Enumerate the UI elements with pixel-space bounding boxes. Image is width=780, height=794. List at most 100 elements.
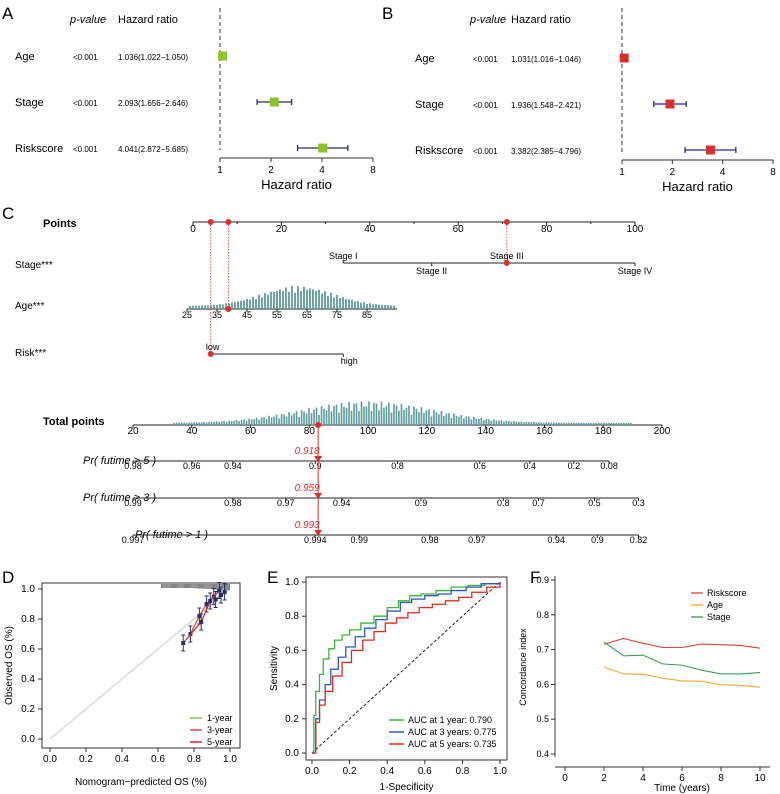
age-hist-bar [192,305,194,309]
survival-tick-label: 0.98 [421,535,439,545]
total-hist-bar [290,415,293,425]
total-hist-bar [500,420,503,425]
age-hist-bar [348,299,350,309]
calibration-point [219,593,223,597]
total-hist-bar [275,414,278,425]
total-hist-bar [343,406,345,425]
total-hist-bar [293,413,295,425]
panel-label-f: F [530,568,540,587]
cindex-line [603,637,761,649]
survival-tick-label: 0.97 [277,498,295,508]
age-hist-bar [372,304,374,309]
x-tick-label: 1 [619,167,625,178]
total-hist-bar [353,403,355,425]
total-hist-bar [260,417,263,425]
total-hist-bar [305,413,308,425]
total-hist-bar [333,406,335,425]
total-hist-bar [308,408,310,425]
x-tick-label: 0.8 [455,766,469,777]
x-tick-label: 2 [268,165,274,176]
total-hist-bar [198,422,200,425]
concordance-plot: 0 2 4 6 8 10 0.4 0.5 0.6 0.7 0.8 0.9 Time (years) Con… [518,575,770,794]
row-label: Stage*** [15,260,53,271]
calibration-point [208,599,213,603]
total-hist-bar [348,402,350,425]
total-hist-bar [605,422,608,425]
total-hist-bar [563,422,565,425]
survival-tick-label: 0.82 [630,535,648,545]
total-hist-bar [273,416,275,425]
total-hist-bar [175,422,178,425]
survival-value: 0.959 [295,483,320,494]
total-hist-bar [598,422,600,425]
age-hist-bar [288,291,290,309]
survival-tick-label: 0.5 [588,498,601,508]
calibration-point [181,641,186,645]
legend-label: Riskscore [707,588,747,598]
points-tick-label: 80 [541,224,553,235]
row-pvalue: <0.001 [473,55,498,64]
diagonal-line [311,581,501,754]
total-hist-bar [593,422,595,425]
total-hist-bar [283,414,285,425]
forest-plot-a: p-value Hazard ratio Age <0.001 1.036(1.022−… [15,8,376,192]
age-hist-bar [363,302,365,309]
age-hist-bar [276,291,278,309]
age-hist-bar [267,294,269,309]
age-tick-label: 55 [272,310,282,320]
pvalue-header: p-value [469,14,506,26]
cindex-line [603,641,761,675]
survival-tick-label: 0.9 [415,498,428,508]
x-tick-label: 0.4 [115,754,129,765]
example-point [207,351,214,357]
total-hist-bar [490,420,493,425]
total-tick-label: 180 [595,426,612,437]
row-hr-text: 1.936(1.548−2.421) [511,101,581,110]
x-axis-label: Time (years) [654,783,710,794]
total-hist-bar [515,421,518,425]
total-hist-bar [253,419,255,425]
calibration-plot: 0.0 0.2 0.4 0.6 0.8 1.0 0.0 0.2 0.4 0.6 0.8 1.0 Nomo… [4,582,241,788]
total-hist-bar [493,419,495,425]
survival-tick-label: 0.98 [224,498,242,508]
total-tick-label: 40 [186,426,198,437]
legend-label: 3-year [207,725,233,735]
total-hist-bar [498,420,500,425]
total-hist-bar [435,412,438,425]
legend-label: AUC at 5 years: 0.735 [408,739,497,749]
total-hist-bar [473,416,475,425]
age-tick-label: 35 [212,310,222,320]
x-tick-label: 4 [720,167,726,178]
survival-tick-label: 0.94 [547,535,565,545]
total-hist-bar [495,420,498,425]
age-hist-bar [258,294,260,309]
calibration-point [222,590,227,594]
total-hist-bar [213,421,215,425]
age-hist-bar [195,305,197,309]
probability-marker [314,493,323,499]
total-tick-label: 20 [127,426,139,437]
total-hist-bar [328,404,330,425]
total-hist-bar [590,422,593,425]
total-hist-bar [458,416,460,425]
survival-row-label: Pr( futime > 5 ) [83,455,156,467]
total-hist-bar [340,403,343,425]
y-tick-label: 0.5 [536,714,549,724]
total-hist-bar [410,414,413,425]
total-hist-bar [398,410,400,425]
total-hist-bar [450,417,453,425]
total-hist-bar [195,422,198,425]
total-hist-bar [420,407,423,425]
nomogram: Points 0 20 40 60 80 100 Stage*** Stage I Stage I… [15,218,671,545]
x-axis-label: 1-Specificity [380,782,434,793]
roc-curve [312,582,501,754]
x-tick-label: 0.6 [151,754,165,765]
age-hist-bar [324,291,326,309]
age-hist-bar [351,299,353,309]
total-hist-bar [568,422,570,425]
row-label: Stage [415,99,444,111]
calibration-point [217,588,222,593]
age-hist-bar [204,305,206,309]
calibration-line [182,590,220,644]
age-hist-bar [252,296,254,309]
